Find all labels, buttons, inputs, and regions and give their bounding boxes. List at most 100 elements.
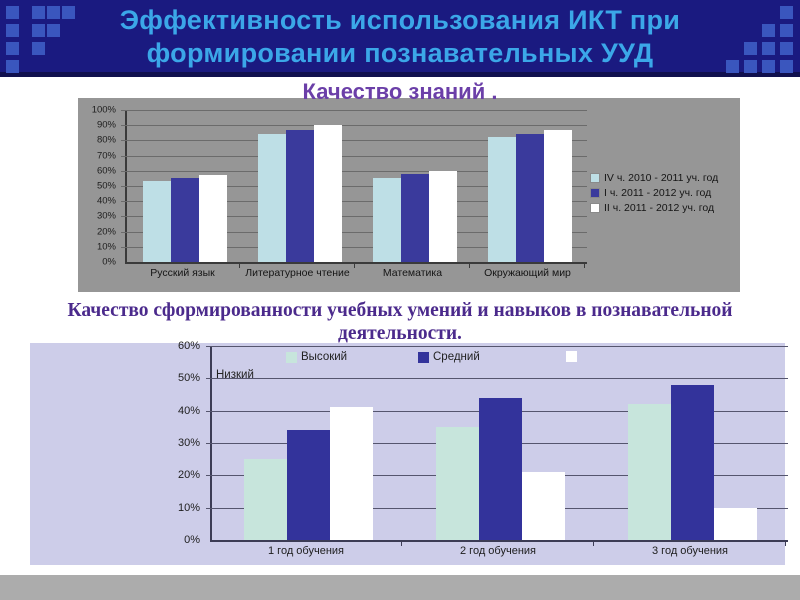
slide-footer-bar [0, 575, 800, 600]
gridline [206, 346, 788, 347]
bar [170, 178, 199, 262]
legend-item [566, 351, 577, 362]
x-category-label: 2 год обучения [402, 541, 594, 557]
bar [243, 459, 287, 540]
bar [428, 170, 457, 262]
gridline [121, 155, 587, 157]
decor-square [6, 42, 19, 55]
chart1-y-axis: 100% 90% 80% 70% 60% 50% 40% 30% 20% 10% 0% [64, 105, 122, 268]
decor-square [744, 42, 757, 55]
y-tick-label: 0% [102, 256, 116, 268]
section-heading: Качество сформированности учебных умений… [0, 299, 800, 345]
x-category-label: 3 год обучения [594, 541, 786, 557]
bar-group-3 [357, 110, 472, 262]
bar [285, 129, 314, 262]
gridline [121, 186, 587, 187]
y-tick-label: 60% [96, 165, 116, 177]
bar [478, 397, 522, 540]
legend-item: Низкий [216, 369, 254, 381]
legend-swatch [566, 351, 577, 362]
legend-swatch [286, 351, 297, 363]
slide-title-line2: формировании познавательных УУД [146, 38, 654, 68]
decor-square [780, 42, 793, 55]
x-category-label: Математика [355, 263, 470, 279]
bar-group-4 [472, 110, 587, 262]
section-heading-line2: деятельности. [338, 323, 462, 344]
bar-group-3 [596, 346, 788, 540]
bar [487, 137, 516, 262]
y-tick-label: 0% [184, 534, 200, 546]
decor-square [762, 42, 775, 55]
bar [142, 181, 171, 262]
decor-square [32, 6, 45, 19]
decor-square [47, 24, 60, 37]
chart2-plot-area [206, 346, 788, 542]
decor-square [762, 24, 775, 37]
legend-item: Средний [418, 351, 480, 363]
decor-square [780, 60, 793, 73]
bar [257, 134, 286, 262]
chart2-x-axis: 1 год обучения 2 год обучения 3 год обучен… [210, 541, 786, 557]
x-category-label: 1 год обучения [210, 541, 402, 557]
slide-header: Эффективность использования ИКТ при форм… [0, 0, 800, 77]
gridline [121, 125, 587, 127]
chart1-legend: IV ч. 2010 - 2011 уч. год I ч. 2011 - 201… [590, 172, 718, 217]
y-tick-label: 20% [96, 226, 116, 238]
gridline [121, 170, 587, 172]
legend-label: Высокий [301, 351, 348, 363]
legend-label: I ч. 2011 - 2012 уч. год [604, 187, 712, 199]
bar-group-2 [404, 346, 596, 540]
decor-square [762, 60, 775, 73]
section-heading-line1: Качество сформированности учебных умений… [67, 300, 733, 321]
gridline [121, 246, 587, 248]
decor-square [6, 24, 19, 37]
y-tick-label: 40% [96, 195, 116, 207]
legend-item: Высокий [286, 351, 347, 363]
decor-square [32, 42, 45, 55]
y-tick-label: 80% [96, 134, 116, 146]
legend-label: Средний [433, 351, 480, 363]
gridline [121, 110, 587, 111]
y-tick-label: 70% [96, 150, 116, 162]
bar [286, 430, 330, 540]
y-tick-label: 20% [177, 469, 200, 482]
decor-square [726, 60, 739, 73]
chart1-x-axis: Русский язык Литературное чтение Математик… [125, 263, 585, 279]
legend-swatch [590, 203, 600, 213]
bar-group-1 [127, 110, 242, 262]
bar [329, 407, 373, 540]
legend-item: IV ч. 2010 - 2011 уч. год [590, 172, 718, 184]
gridline [121, 201, 587, 203]
decor-square [6, 60, 19, 73]
gridline [206, 378, 788, 380]
slide-title-line1: Эффективность использования ИКТ при [119, 5, 681, 35]
legend-swatch [590, 188, 600, 198]
legend-item: I ч. 2011 - 2012 уч. год [590, 187, 718, 199]
y-tick-label: 50% [177, 372, 200, 385]
bar [313, 125, 342, 262]
legend-swatch [590, 173, 600, 183]
y-tick-label: 30% [96, 210, 116, 222]
y-tick-label: 90% [96, 119, 116, 131]
bar-group-1 [212, 346, 404, 540]
y-tick-label: 40% [177, 404, 200, 417]
decor-square [47, 6, 60, 19]
chart2-y-axis: 60% 50% 40% 30% 20% 10% 0% [148, 340, 206, 546]
chart1-plot-area [121, 110, 587, 264]
bar [400, 173, 429, 262]
x-category-label: Окружающий мир [470, 263, 585, 279]
decor-square [6, 6, 19, 19]
y-tick-label: 10% [96, 241, 116, 253]
legend-label: II ч. 2011 - 2012 уч. год [604, 202, 715, 214]
gridline [121, 216, 587, 218]
bar [627, 404, 671, 540]
skills-level-chart: Высокий Средний Низкий 60% 50% 40% 30% 20% 10… [30, 340, 788, 565]
decor-square [62, 6, 75, 19]
y-tick-label: 50% [96, 180, 116, 192]
decor-square [32, 24, 45, 37]
bar [670, 384, 714, 540]
x-category-label: Русский язык [125, 263, 240, 279]
bar-group-2 [242, 110, 357, 262]
gridline [121, 140, 587, 142]
